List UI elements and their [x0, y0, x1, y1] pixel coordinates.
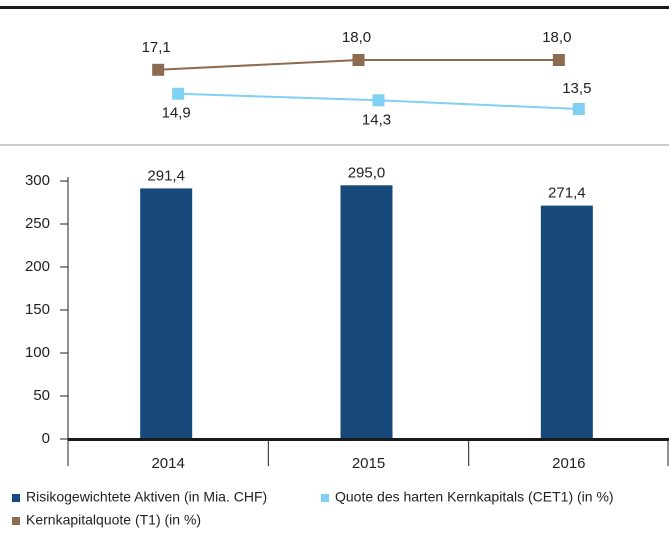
data-label: 14,3 — [362, 111, 391, 128]
y-tick-label: 150 — [25, 301, 50, 318]
point-marker — [552, 54, 565, 66]
legend-label: Quote des harten Kernkapitals (CET1) (in… — [335, 489, 614, 505]
y-tick-label: 50 — [33, 387, 50, 404]
legend-swatch — [321, 494, 329, 502]
data-label: 295,0 — [348, 164, 386, 181]
y-tick-label: 100 — [25, 344, 50, 361]
legend-label: Kernkapitalquote (T1) (in %) — [26, 512, 201, 528]
legend-swatch — [12, 494, 20, 502]
y-tick-label: 250 — [25, 215, 50, 232]
data-label: 18,0 — [342, 29, 371, 46]
x-tick-label: 2014 — [151, 455, 184, 472]
point-marker — [572, 103, 585, 115]
baseline — [68, 438, 669, 441]
bar — [340, 185, 393, 439]
x-tick-label: 2015 — [352, 455, 385, 472]
bar — [540, 205, 593, 439]
point-marker — [152, 63, 165, 76]
data-label: 291,4 — [147, 167, 185, 184]
y-tick-label: 200 — [25, 258, 50, 275]
point-marker — [352, 54, 365, 66]
data-label: 14,9 — [162, 105, 191, 122]
y-tick-label: 300 — [25, 172, 50, 189]
legend-swatch — [12, 517, 20, 525]
top-rule — [0, 6, 669, 9]
x-tick-label: 2016 — [552, 455, 585, 472]
point-marker — [372, 94, 385, 107]
data-label: 271,4 — [548, 185, 586, 202]
data-label: 18,0 — [542, 29, 571, 46]
y-tick-label: 0 — [42, 430, 50, 447]
legend-label: Risikogewichtete Aktiven (in Mia. CHF) — [26, 489, 267, 505]
point-marker — [172, 87, 185, 100]
data-label: 13,5 — [562, 80, 591, 97]
bar — [140, 188, 193, 439]
data-label: 17,1 — [142, 39, 171, 56]
